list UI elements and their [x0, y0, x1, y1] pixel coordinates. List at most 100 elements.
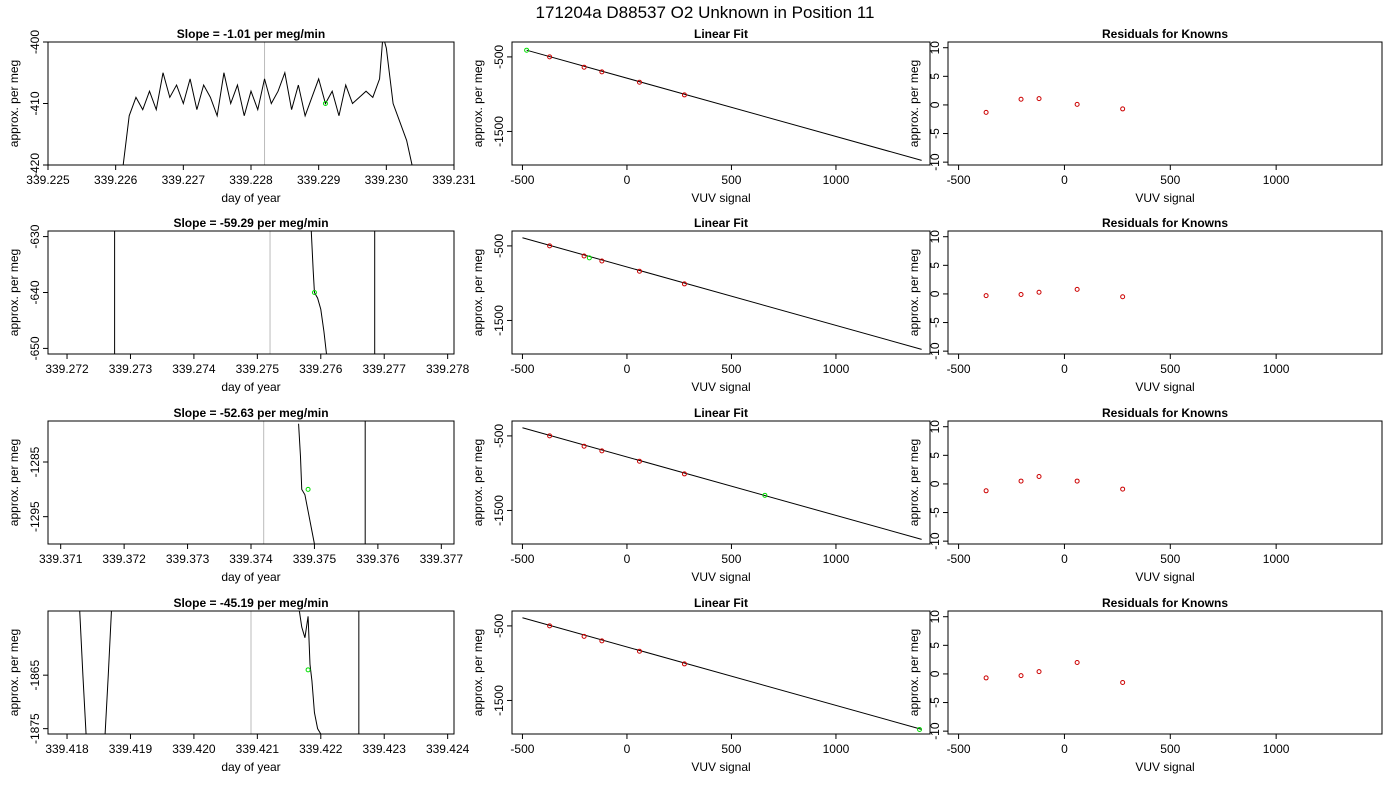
plot-area	[983, 96, 1126, 115]
y-tick-label: -640	[28, 280, 42, 304]
plot-area	[524, 47, 922, 161]
known-point	[1036, 669, 1042, 675]
plot-frame	[511, 41, 931, 166]
panel-title: Slope = -52.63 per meg/min	[173, 406, 328, 420]
y-axis: -10 -5 0 5 10	[928, 610, 948, 740]
known-point	[599, 638, 605, 644]
y-axis-label: approx. per meg	[907, 60, 921, 147]
known-point	[1120, 106, 1126, 112]
panel-title: Linear Fit	[694, 406, 748, 420]
y-tick-label: -5	[928, 128, 942, 139]
plot-area	[983, 286, 1126, 300]
x-tick-label: -500	[947, 362, 971, 376]
data-trace-segment	[79, 611, 87, 734]
y-tick-label: -1500	[492, 305, 506, 336]
known-point	[599, 448, 605, 454]
x-tick-label: 339.231	[432, 173, 476, 187]
known-point	[681, 281, 687, 287]
chart-panel-6: Residuals for Knowns -500 0 500 1000 VUV sign…	[907, 216, 1383, 394]
x-tick-label: 339.374	[229, 552, 273, 566]
x-tick-label: 1000	[823, 742, 850, 756]
unknown-point	[762, 492, 768, 498]
unknown-point	[917, 727, 923, 733]
panel-title: Slope = -45.19 per meg/min	[173, 596, 328, 610]
x-tick-label: 1000	[823, 173, 850, 187]
known-point	[983, 488, 989, 494]
known-point	[1036, 473, 1042, 479]
x-tick-label: 0	[1061, 552, 1068, 566]
chart-panel-10: Slope = -45.19 per meg/min 339.418 339.419…	[7, 596, 470, 774]
x-axis-label: day of year	[221, 380, 280, 394]
x-axis-label: VUV signal	[691, 191, 750, 205]
x-axis-label: day of year	[221, 191, 280, 205]
plot-frame	[947, 230, 1383, 355]
panel-title: Slope = -1.01 per meg/min	[177, 27, 325, 41]
x-tick-label: -500	[947, 173, 971, 187]
x-axis: -500 0 500 1000	[510, 544, 850, 566]
y-tick-label: -420	[28, 153, 42, 177]
x-tick-label: -500	[510, 173, 534, 187]
x-tick-label: 500	[1160, 173, 1180, 187]
y-tick-label: -410	[28, 91, 42, 115]
x-tick-label: 339.419	[109, 742, 153, 756]
y-axis: -650 -640 -630	[28, 224, 48, 360]
unknown-point	[311, 290, 317, 295]
known-point	[983, 293, 989, 299]
x-tick-label: 339.423	[363, 742, 407, 756]
x-tick-label: 0	[624, 552, 631, 566]
y-axis: -500 -1500	[492, 424, 512, 526]
y-axis: -1875 -1865	[28, 660, 48, 744]
y-axis-label: approx. per meg	[471, 249, 485, 336]
x-tick-label: 0	[624, 173, 631, 187]
plot-area	[522, 237, 922, 350]
y-tick-label: -1285	[28, 446, 42, 477]
y-tick-label: -1295	[28, 501, 42, 532]
plot-frame	[47, 610, 455, 735]
x-axis: -500 0 500 1000	[947, 734, 1290, 756]
y-tick-label: -10	[928, 153, 942, 171]
y-tick-label: 0	[928, 670, 942, 677]
x-axis-label: VUV signal	[691, 570, 750, 584]
y-axis-label: approx. per meg	[471, 60, 485, 147]
x-tick-label: 339.225	[26, 173, 70, 187]
panel-title: Linear Fit	[694, 27, 748, 41]
known-point	[1018, 96, 1024, 102]
x-tick-label: 339.274	[172, 362, 216, 376]
known-point	[1074, 286, 1080, 292]
x-tick-label: 339.277	[363, 362, 407, 376]
x-tick-label: 339.373	[166, 552, 210, 566]
x-tick-label: 339.421	[236, 742, 280, 756]
panel-title: Slope = -59.29 per meg/min	[173, 216, 328, 230]
x-tick-label: 339.418	[45, 742, 89, 756]
chart-panel-11: Linear Fit -500 0 500 1000 VUV signal -500 -150…	[471, 596, 931, 774]
x-tick-label: 339.376	[356, 552, 400, 566]
y-tick-label: -10	[928, 532, 942, 550]
known-point	[547, 54, 553, 60]
plot-area	[114, 231, 376, 354]
y-axis: -10 -5 0 5 10	[928, 420, 948, 550]
plot-frame	[947, 41, 1383, 166]
x-axis-label: VUV signal	[1135, 191, 1194, 205]
y-tick-label: 10	[928, 610, 942, 624]
x-tick-label: 500	[721, 742, 741, 756]
y-tick-label: 5	[928, 262, 942, 269]
x-tick-label: 0	[1061, 173, 1068, 187]
plot-frame	[947, 420, 1383, 545]
x-tick-label: 500	[1160, 362, 1180, 376]
chart-panel-9: Residuals for Knowns -500 0 500 1000 VUV sign…	[907, 406, 1383, 584]
x-tick-label: 339.278	[426, 362, 470, 376]
unknown-point	[305, 667, 311, 673]
y-axis-label: approx. per meg	[471, 439, 485, 526]
plot-area	[522, 427, 922, 540]
x-axis-label: VUV signal	[691, 380, 750, 394]
x-tick-label: 500	[721, 362, 741, 376]
fit-line	[526, 49, 922, 161]
y-tick-label: -500	[492, 424, 506, 448]
known-point	[547, 243, 553, 249]
fit-line	[522, 617, 922, 730]
y-tick-label: -1500	[492, 495, 506, 526]
known-point	[636, 79, 642, 85]
x-tick-label: 339.273	[109, 362, 153, 376]
